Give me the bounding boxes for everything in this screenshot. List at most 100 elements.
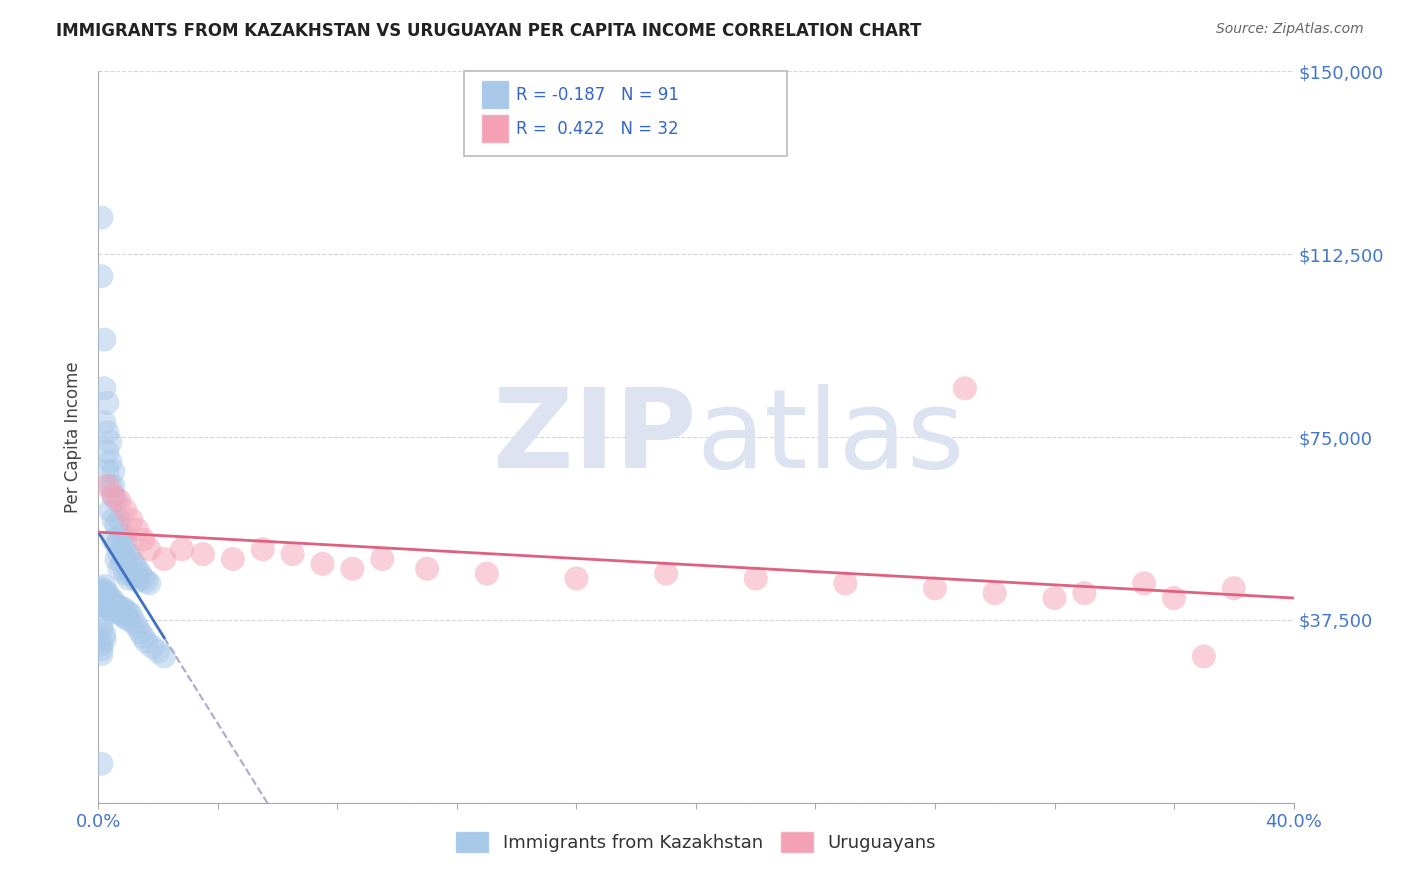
Point bbox=[90, 581, 112, 595]
Point bbox=[98, 591, 122, 605]
Point bbox=[96, 425, 118, 440]
Point bbox=[111, 527, 134, 541]
Point bbox=[129, 566, 152, 581]
Point bbox=[138, 576, 160, 591]
Point bbox=[124, 569, 146, 583]
Point bbox=[1073, 586, 1095, 600]
Point bbox=[153, 649, 176, 664]
Point bbox=[114, 603, 136, 617]
Point bbox=[129, 625, 152, 640]
Point bbox=[108, 562, 131, 576]
Point bbox=[96, 596, 118, 610]
Point bbox=[105, 552, 128, 566]
Point bbox=[135, 635, 157, 649]
Point bbox=[90, 599, 112, 613]
Text: R =  0.422   N = 32: R = 0.422 N = 32 bbox=[516, 120, 679, 138]
Point bbox=[655, 566, 678, 581]
Point bbox=[153, 552, 176, 566]
Point bbox=[127, 574, 149, 588]
Text: Source: ZipAtlas.com: Source: ZipAtlas.com bbox=[1216, 22, 1364, 37]
Point bbox=[111, 600, 134, 615]
Point bbox=[132, 572, 155, 586]
Point bbox=[984, 586, 1007, 600]
Point bbox=[103, 533, 125, 547]
Point bbox=[98, 503, 122, 517]
Point bbox=[90, 756, 112, 771]
Point bbox=[103, 599, 125, 613]
Point bbox=[93, 416, 115, 430]
Point bbox=[103, 489, 125, 503]
Point bbox=[103, 479, 125, 493]
Point bbox=[108, 547, 131, 561]
Point bbox=[103, 464, 125, 478]
Point bbox=[90, 211, 112, 225]
Point bbox=[105, 493, 128, 508]
Point bbox=[108, 606, 131, 620]
Point bbox=[953, 381, 976, 395]
Point bbox=[96, 591, 118, 605]
Point bbox=[120, 566, 142, 581]
Point bbox=[114, 503, 136, 517]
Point bbox=[252, 542, 274, 557]
Point bbox=[475, 566, 498, 581]
Text: atlas: atlas bbox=[696, 384, 965, 491]
Point bbox=[1192, 649, 1215, 664]
Point bbox=[105, 537, 128, 551]
Point bbox=[111, 557, 134, 571]
Point bbox=[120, 513, 142, 527]
Point bbox=[311, 557, 333, 571]
Point bbox=[120, 552, 142, 566]
Point bbox=[96, 479, 118, 493]
Point bbox=[117, 606, 139, 620]
Point bbox=[93, 596, 115, 610]
Point bbox=[96, 444, 118, 458]
Point bbox=[93, 632, 115, 647]
Point bbox=[90, 617, 112, 632]
Point bbox=[416, 562, 439, 576]
Point bbox=[93, 627, 115, 641]
Point bbox=[98, 454, 122, 468]
Point bbox=[93, 589, 115, 603]
Point bbox=[103, 606, 125, 620]
Point bbox=[127, 562, 149, 576]
Text: ZIP: ZIP bbox=[492, 384, 696, 491]
Point bbox=[1163, 591, 1185, 605]
Point bbox=[1223, 581, 1246, 595]
Y-axis label: Per Capita Income: Per Capita Income bbox=[65, 361, 83, 513]
Point bbox=[90, 593, 112, 607]
Point bbox=[222, 552, 245, 566]
Point bbox=[96, 600, 118, 615]
Point bbox=[90, 642, 112, 657]
Text: R = -0.187   N = 91: R = -0.187 N = 91 bbox=[516, 87, 679, 104]
Point bbox=[96, 586, 118, 600]
Point bbox=[114, 552, 136, 566]
Point bbox=[103, 593, 125, 607]
Point bbox=[924, 581, 946, 595]
Point bbox=[105, 599, 128, 613]
Point bbox=[745, 572, 768, 586]
Point bbox=[105, 517, 128, 532]
Point bbox=[114, 566, 136, 581]
Point bbox=[114, 610, 136, 624]
Point bbox=[98, 603, 122, 617]
Point bbox=[371, 552, 394, 566]
Point bbox=[98, 434, 122, 449]
Point bbox=[93, 583, 115, 598]
Point bbox=[127, 620, 149, 634]
Point bbox=[342, 562, 364, 576]
Point bbox=[141, 640, 163, 654]
Point bbox=[111, 542, 134, 557]
Point bbox=[1043, 591, 1066, 605]
Point bbox=[124, 615, 146, 630]
Point bbox=[117, 547, 139, 561]
Point bbox=[108, 533, 131, 547]
Point bbox=[135, 574, 157, 588]
Point bbox=[117, 572, 139, 586]
Point bbox=[132, 630, 155, 644]
Point bbox=[117, 562, 139, 576]
Point bbox=[108, 600, 131, 615]
Point bbox=[93, 579, 115, 593]
Point bbox=[90, 269, 112, 284]
Point bbox=[834, 576, 856, 591]
Point bbox=[191, 547, 214, 561]
